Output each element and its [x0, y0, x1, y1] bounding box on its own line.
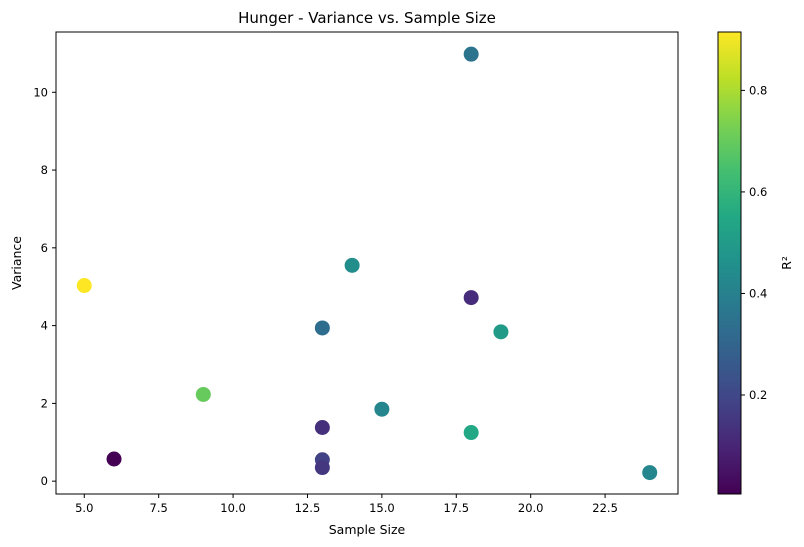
- colorbar-ticks: 0.2 0.4 0.6 0.8: [741, 83, 767, 402]
- x-tick-label: 15.0: [369, 501, 395, 515]
- y-tick-label: 10: [33, 85, 48, 99]
- colorbar: [717, 31, 742, 495]
- x-tick-label: 10.0: [220, 501, 246, 515]
- x-tick-label: 17.5: [443, 501, 469, 515]
- data-point: [106, 451, 122, 467]
- colorbar-tick-label: 0.6: [749, 185, 767, 199]
- x-tick-label: 5.0: [75, 501, 93, 515]
- y-tick-label: 0: [41, 474, 48, 488]
- y-axis-label: Variance: [9, 236, 24, 290]
- y-tick-label: 2: [41, 396, 48, 410]
- chart-title: Hunger - Variance vs. Sample Size: [238, 9, 496, 27]
- x-axis-label: Sample Size: [329, 522, 406, 537]
- y-axis-ticks: 0 2 4 6 8 10: [33, 85, 56, 488]
- data-point: [493, 324, 509, 340]
- data-points: [76, 46, 658, 481]
- x-tick-label: 20.0: [518, 501, 544, 515]
- data-point: [374, 401, 390, 417]
- data-point: [195, 386, 211, 402]
- y-tick-label: 4: [41, 319, 48, 333]
- colorbar-label: R²: [779, 256, 794, 270]
- data-point: [76, 278, 92, 294]
- data-point: [463, 290, 479, 306]
- data-point: [642, 465, 658, 481]
- colorbar-tick-label: 0.8: [749, 83, 767, 97]
- data-point: [344, 257, 360, 273]
- y-tick-label: 6: [41, 241, 48, 255]
- data-point: [463, 425, 479, 441]
- x-tick-label: 22.5: [592, 501, 618, 515]
- x-tick-label: 7.5: [150, 501, 168, 515]
- data-point: [463, 46, 479, 62]
- plot-frame: [55, 31, 679, 495]
- data-point: [314, 460, 330, 476]
- x-axis-ticks: 5.0 7.5 10.0 12.5 15.0 17.5 20.0 22.5: [75, 494, 618, 515]
- x-tick-label: 12.5: [295, 501, 321, 515]
- colorbar-tick-label: 0.4: [749, 286, 767, 300]
- data-point: [314, 420, 330, 435]
- colorbar-tick-label: 0.2: [749, 388, 767, 402]
- data-point: [314, 320, 330, 336]
- y-tick-label: 8: [41, 163, 48, 177]
